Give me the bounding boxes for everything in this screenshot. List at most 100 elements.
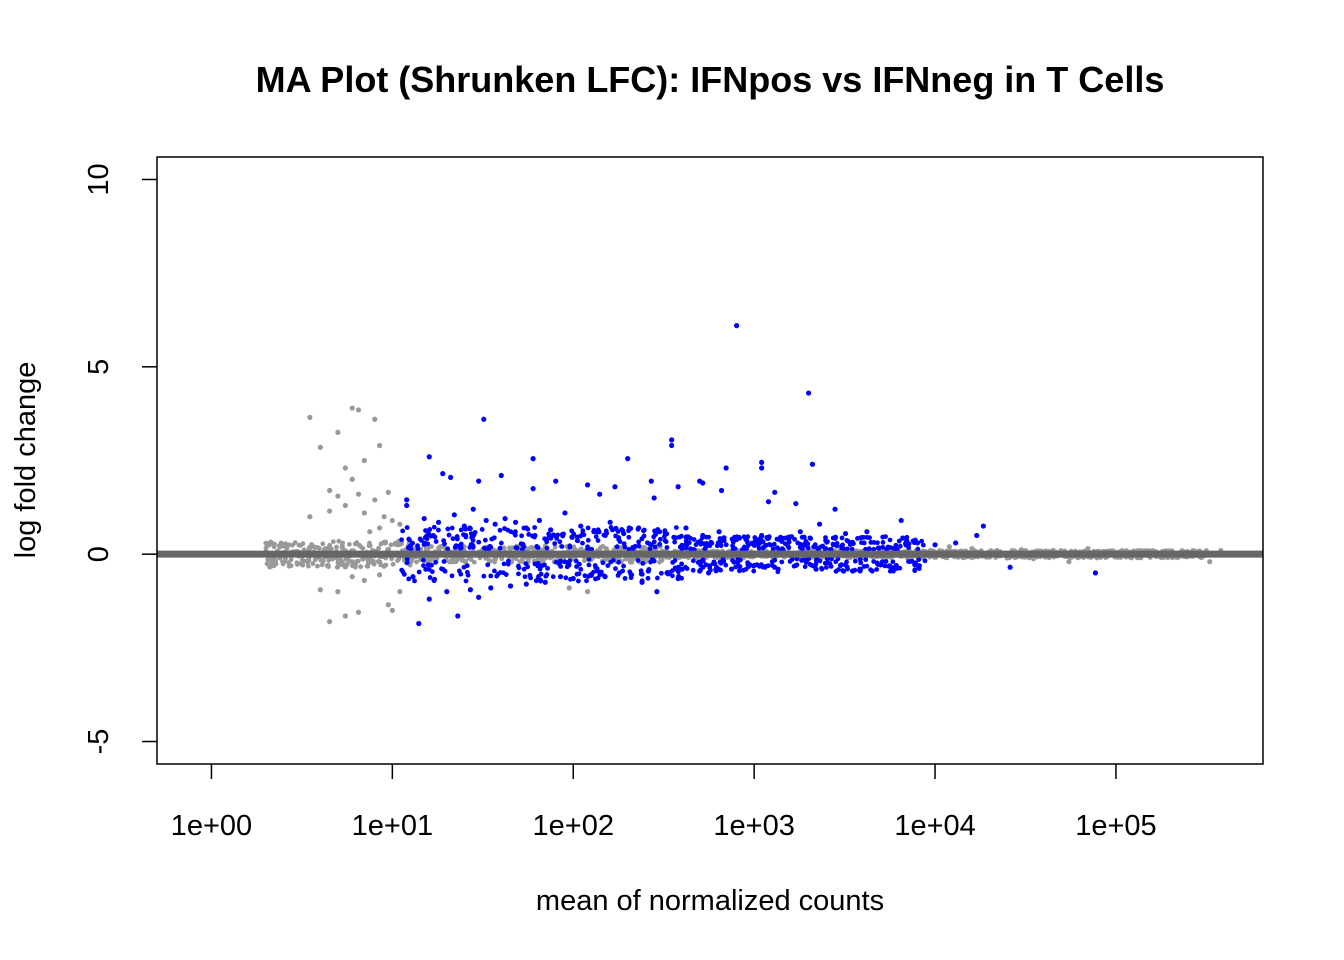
point-not-significant [370,559,376,565]
point-not-significant [361,457,367,464]
point-not-significant [657,559,662,565]
point-significant [589,546,595,552]
point-not-significant [354,540,360,546]
point-significant [410,540,416,546]
point-significant [690,558,696,564]
point-not-significant [335,493,341,499]
point-significant [628,572,635,578]
point-significant [669,573,675,579]
point-significant [401,571,407,577]
point-not-significant [462,559,468,565]
point-significant [651,495,657,501]
point-significant [702,546,708,552]
point-significant [574,571,580,577]
point-not-significant [395,558,400,563]
point-significant [706,534,712,540]
point-significant [880,544,886,550]
point-significant [405,545,411,551]
point-significant [695,539,701,545]
point-significant [501,561,507,567]
point-not-significant [375,559,381,564]
point-significant [857,568,862,573]
point-significant [523,581,529,587]
point-significant [765,536,771,542]
point-significant [789,534,795,540]
point-not-significant [355,407,362,413]
point-significant [708,539,714,545]
point-significant [638,568,644,574]
point-not-significant [599,544,604,550]
point-significant [700,532,706,539]
point-significant [813,561,819,567]
point-significant [953,540,959,546]
point-not-significant [414,559,419,565]
x-axis-label: mean of normalized counts [536,885,884,917]
point-significant [759,465,765,471]
point-not-significant [265,557,271,563]
point-not-significant [641,545,646,551]
point-significant [820,543,826,549]
point-significant [770,546,776,552]
point-not-significant [623,556,628,562]
point-significant [700,557,706,563]
point-not-significant [335,429,341,435]
point-significant [463,578,469,584]
point-significant [488,585,494,591]
point-significant [842,530,849,537]
point-significant [449,573,455,579]
point-significant [647,546,653,552]
point-significant [887,537,893,543]
point-significant [458,541,464,547]
point-significant [404,497,410,503]
point-not-significant [266,542,272,548]
point-significant [429,569,435,575]
point-significant [576,578,581,584]
point-significant [829,556,834,562]
point-significant [801,534,807,540]
point-significant [423,528,428,533]
point-significant [573,558,579,564]
point-not-significant [603,546,609,551]
point-significant [566,562,572,568]
point-significant [671,534,677,540]
x-axis-ticks: 1e+00 1e+01 1e+02 1e+03 1e+04 1e+05 [171,764,1157,842]
point-significant [858,560,864,566]
point-significant [487,544,493,549]
point-significant [888,564,894,570]
point-significant [544,536,550,542]
point-significant [625,456,631,462]
point-significant [795,540,801,546]
point-significant [897,565,903,571]
point-not-significant [381,564,387,569]
point-significant [585,525,591,531]
point-significant [536,517,543,524]
point-significant [605,563,611,569]
point-significant [690,567,696,573]
point-significant [805,557,811,562]
point-significant [786,545,792,550]
point-significant [645,575,651,581]
point-significant [777,534,784,540]
point-significant [675,575,681,582]
point-significant [651,539,657,545]
point-significant [639,579,645,585]
point-significant [713,564,720,570]
point-significant [844,559,849,565]
point-significant [497,545,503,551]
point-significant [545,565,550,571]
point-not-significant [372,497,378,503]
point-not-significant [397,521,403,527]
point-significant [578,523,584,529]
point-significant [850,539,856,545]
point-significant [580,540,585,546]
point-significant [433,559,438,565]
point-significant [772,489,778,495]
point-not-significant [1085,545,1091,552]
point-significant [544,545,550,551]
point-significant [595,538,601,543]
point-not-significant [320,541,326,547]
point-not-significant [946,544,952,550]
point-significant [751,562,757,569]
point-significant [640,560,646,566]
point-not-significant [334,544,339,550]
